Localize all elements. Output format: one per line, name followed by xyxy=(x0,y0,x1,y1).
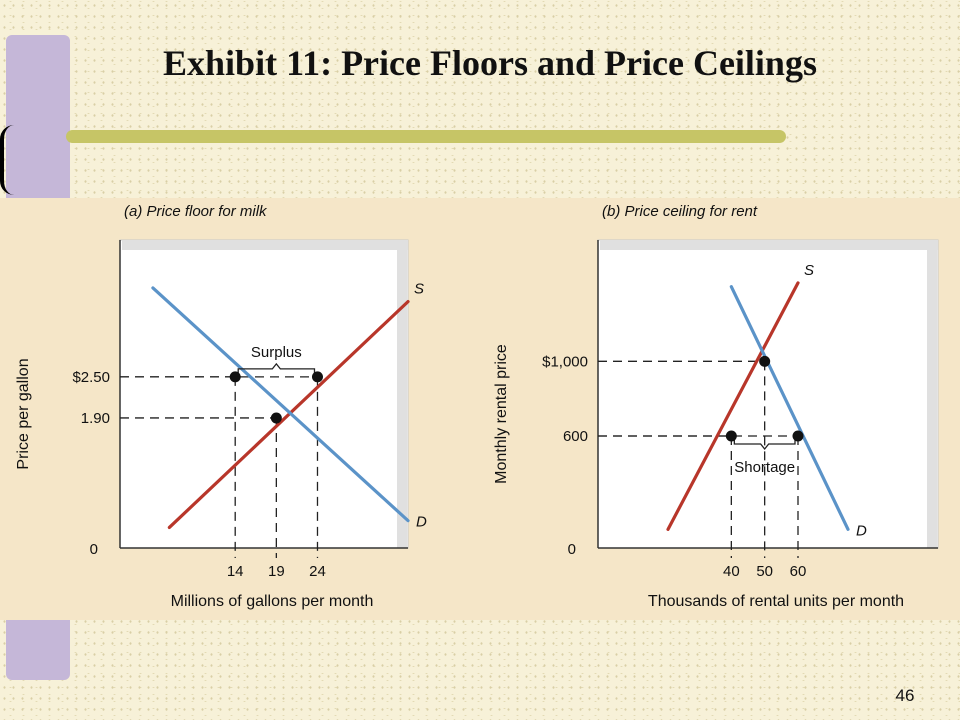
chart-a-origin-label: 0 xyxy=(90,541,98,558)
chart-b-x-tick-label-0: 40 xyxy=(723,563,740,580)
chart-b-origin-label: 0 xyxy=(568,541,576,558)
chart-b-point-2 xyxy=(792,430,804,442)
chart-a-x-tick-label-2: 24 xyxy=(309,563,326,580)
price-controls-chart: (a) Price floor for milk Millions of gall… xyxy=(15,203,939,610)
chart-a-point-2 xyxy=(270,412,282,424)
chart-a-x-label: Millions of gallons per month xyxy=(171,593,374,610)
sidebar-decoration-bottom xyxy=(6,620,70,680)
chart-b-y-tick-label-1: 600 xyxy=(563,428,588,445)
chart-b-series-supply-line xyxy=(666,281,800,531)
page-number: 46 xyxy=(895,686,915,705)
chart-a-series-demand-label: D xyxy=(416,514,427,531)
chart-b-y-tick-label-0: $1,000 xyxy=(542,353,588,370)
chart-b-x-tick-label-1: 50 xyxy=(756,563,773,580)
chart-b-shortage-bracket xyxy=(733,436,796,451)
chart-b-x-label: Thousands of rental units per month xyxy=(648,593,904,610)
chart-b-series-demand-line xyxy=(729,285,850,531)
chart-a-surplus-label: Surplus xyxy=(251,344,302,361)
chart-a-surplus-bracket xyxy=(237,362,316,377)
chart-b-x-tick-label-2: 60 xyxy=(790,563,807,580)
slide-title: Exhibit 11: Price Floors and Price Ceili… xyxy=(163,43,817,83)
chart-a-y-tick-label-0: $2.50 xyxy=(72,369,110,386)
chart-b-series-demand-label: D xyxy=(856,522,867,539)
chart-a-title: (a) Price floor for milk xyxy=(124,203,268,220)
chart-a-series-demand-line xyxy=(151,286,410,523)
title-underline xyxy=(66,130,786,143)
chart-b-point-1 xyxy=(725,430,737,442)
chart-a-x-tick-label-0: 14 xyxy=(227,563,244,580)
bracket-decoration xyxy=(0,125,18,195)
chart-b-title: (b) Price ceiling for rent xyxy=(602,203,758,220)
chart-b-y-label: Monthly rental price xyxy=(493,344,510,484)
chart-a-point-0 xyxy=(229,371,241,383)
chart-b-point-0 xyxy=(759,355,771,367)
chart-a-plot-area xyxy=(119,239,409,549)
chart-a-point-1 xyxy=(311,371,323,383)
chart-a-series-supply-line xyxy=(167,299,410,530)
chart-a-y-tick-label-1: 1.90 xyxy=(81,410,110,427)
chart-b-shortage-label: Shortage xyxy=(734,459,795,476)
chart-a-y-label: Price per gallon xyxy=(15,358,32,469)
chart-a-series-supply-label: S xyxy=(414,281,424,298)
chart-a-x-tick-label-1: 19 xyxy=(268,563,285,580)
sidebar-decoration-top xyxy=(6,35,70,198)
chart-b-plot-area xyxy=(597,239,939,549)
chart-b-series-supply-label: S xyxy=(804,262,814,279)
